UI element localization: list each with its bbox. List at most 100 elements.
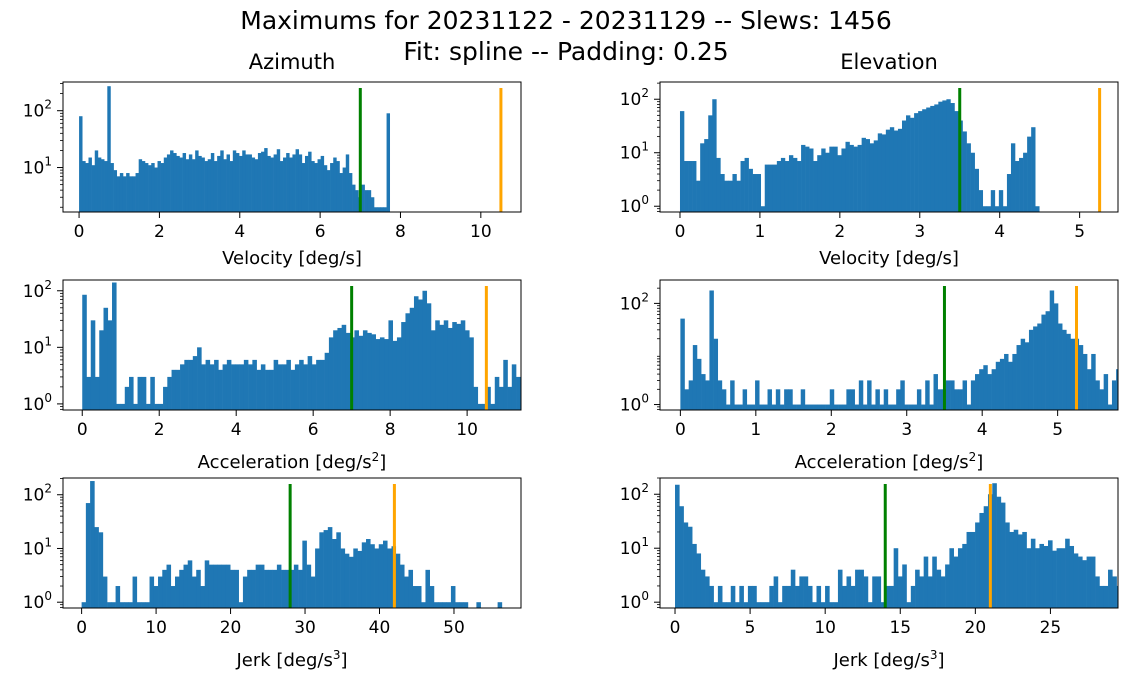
histogram-bar [696,358,702,410]
histogram-bar [166,154,171,212]
histogram-bar [684,161,689,212]
histogram-bar [683,522,689,608]
histogram-bar [900,380,905,410]
histogram-bar [213,161,218,212]
histogram-bar [416,586,422,608]
histogram-bar [796,404,802,410]
histogram-bar [91,165,96,212]
histogram-bar [361,542,367,608]
histogram-bar [90,481,95,608]
histogram-bar [708,115,713,212]
x-tick-label: 1 [754,222,765,242]
histogram-bar [166,564,172,608]
histogram-bar [339,173,343,212]
histogram-bar [316,359,321,410]
histogram-bar [919,576,924,608]
histogram-bar [401,322,406,410]
histogram-bar [958,389,963,410]
histogram-bar [979,512,984,608]
histogram-bar [223,159,227,212]
histogram-bar [217,155,221,212]
histogram-bar [1016,345,1021,410]
histogram-bar [170,150,174,212]
histogram-bar [730,380,735,410]
histogram-bar [315,548,320,608]
histogram-bar [953,556,959,608]
histogram-bar [692,161,697,212]
x-tick-label: 30 [294,618,316,638]
histogram-bar [854,404,860,410]
histogram-bar [817,404,822,410]
histogram-bar [996,496,1002,608]
histogram-bar [201,157,205,212]
y-tick-label: 100 [620,392,649,416]
y-tick-label: 102 [23,482,52,506]
histogram-bar [115,586,121,608]
histogram-bar [107,602,112,608]
histogram-bar [921,404,926,410]
histogram-bar [1069,545,1075,608]
histogram-bar [675,484,680,608]
histogram-bar [887,404,893,410]
histogram-bar [756,174,762,212]
histogram-bar [450,586,456,608]
histogram-bar [355,190,359,212]
histogram-bar [149,576,155,608]
histogram-bar [465,330,470,410]
histogram-bar [418,299,423,410]
histogram-bar [1065,538,1070,608]
histogram-bar [490,403,496,410]
histogram-bar [201,364,206,410]
histogram-bar [728,180,733,212]
histogram-bar [433,602,439,608]
x-tick-label: 3 [914,222,925,242]
histogram-bar [1017,534,1023,608]
histogram-bar [409,307,415,410]
histogram-bar [776,161,782,212]
histogram-bar [261,151,265,212]
histogram-bar [507,386,513,410]
histogram-bar [153,586,159,608]
histogram-bar [801,144,806,212]
histogram-bar [113,170,118,212]
histogram-bar [101,159,105,212]
histogram-bar [82,294,87,410]
histogram-bar [861,137,866,212]
histogram-bar [239,155,243,212]
histogram-bar [276,149,281,212]
histogram-bar [1091,353,1096,410]
histogram-bar [226,359,232,410]
histogram-bar [330,163,334,212]
histogram-bar [1039,543,1045,608]
histogram-bar [392,340,398,410]
histogram-bar [388,320,394,410]
histogram-bar [1099,389,1104,410]
histogram-bar [1019,157,1024,212]
elevation-velocity-xlabel: Velocity [deg/s] [819,248,959,269]
histogram-bar [326,170,331,212]
histogram-bar [1107,404,1113,410]
histogram-bar [850,389,855,410]
histogram-bar [422,290,428,410]
el-jerk-axes-frame [659,477,1119,609]
histogram-bar [867,380,872,410]
histogram-bar [248,364,253,410]
y-tick-label: 100 [620,193,649,217]
histogram-bar [358,335,364,410]
histogram-bar [328,337,334,410]
histogram-bar [295,149,300,212]
histogram-bar [1045,311,1051,410]
histogram-bar [946,99,951,212]
histogram-bar [175,576,180,608]
histogram-bar [999,358,1005,410]
histogram-bar [1058,323,1063,410]
histogram-bar [362,330,368,410]
histogram-bar [1111,380,1117,410]
histogram-bar [188,359,194,410]
histogram-bar [1112,576,1117,608]
histogram-bar [132,576,138,608]
histogram-bar [116,403,121,410]
histogram-bar [286,359,291,410]
x-tick-label: 2 [834,222,845,242]
azimuth-column-title: Azimuth [248,50,336,74]
